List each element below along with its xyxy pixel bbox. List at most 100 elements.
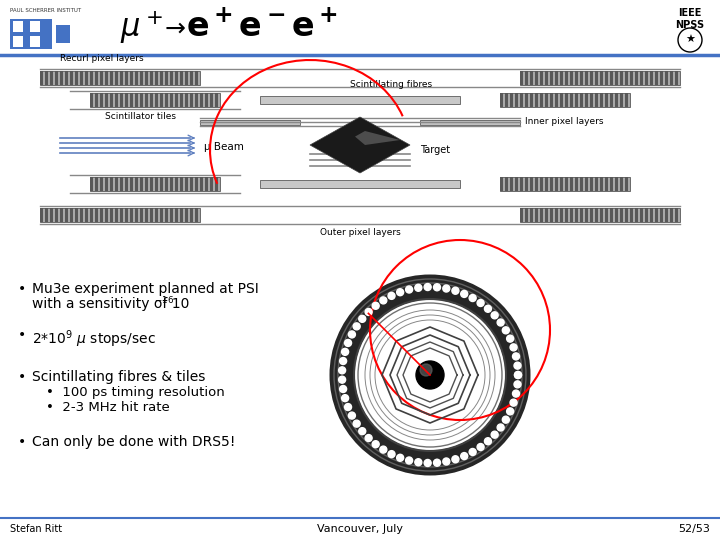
Bar bbox=[110, 93, 112, 107]
Bar bbox=[60, 208, 63, 222]
Bar bbox=[10, 19, 52, 49]
Bar bbox=[160, 71, 163, 85]
Bar bbox=[140, 93, 143, 107]
Bar bbox=[95, 93, 97, 107]
Bar bbox=[70, 71, 73, 85]
Bar bbox=[570, 177, 572, 191]
Bar bbox=[13, 32, 40, 36]
Text: •  2-3 MHz hit rate: • 2-3 MHz hit rate bbox=[46, 401, 170, 414]
Circle shape bbox=[477, 443, 484, 450]
Bar bbox=[155, 208, 158, 222]
Bar bbox=[550, 177, 552, 191]
Bar bbox=[635, 208, 637, 222]
Bar bbox=[40, 208, 200, 222]
Bar bbox=[585, 177, 588, 191]
Bar bbox=[205, 93, 207, 107]
Bar bbox=[215, 93, 217, 107]
Bar bbox=[545, 71, 547, 85]
Bar bbox=[595, 71, 598, 85]
Bar bbox=[150, 177, 153, 191]
Bar bbox=[540, 177, 542, 191]
Bar bbox=[575, 177, 577, 191]
Text: IEEE: IEEE bbox=[678, 8, 702, 18]
Circle shape bbox=[507, 408, 513, 415]
Text: 2*10$^{9}$ $\mu$ stops/sec: 2*10$^{9}$ $\mu$ stops/sec bbox=[32, 328, 156, 349]
Bar bbox=[145, 93, 148, 107]
Circle shape bbox=[433, 284, 441, 291]
Circle shape bbox=[485, 438, 492, 445]
Circle shape bbox=[507, 335, 513, 342]
Bar bbox=[150, 208, 153, 222]
Bar bbox=[590, 93, 593, 107]
Bar bbox=[40, 71, 42, 85]
Bar bbox=[555, 208, 557, 222]
Bar bbox=[0, 518, 720, 540]
Text: $\mu^+$: $\mu^+$ bbox=[120, 9, 163, 45]
Text: Inner pixel layers: Inner pixel layers bbox=[525, 118, 603, 126]
Bar bbox=[65, 208, 68, 222]
Bar bbox=[655, 208, 657, 222]
Circle shape bbox=[424, 460, 431, 467]
Bar bbox=[565, 93, 567, 107]
Bar bbox=[520, 71, 523, 85]
Bar bbox=[580, 208, 582, 222]
Circle shape bbox=[515, 372, 521, 379]
Text: $\rightarrow$: $\rightarrow$ bbox=[160, 16, 186, 39]
Bar bbox=[590, 208, 593, 222]
Text: Recurl pixel layers: Recurl pixel layers bbox=[60, 54, 143, 63]
Circle shape bbox=[497, 319, 504, 326]
Bar bbox=[520, 177, 523, 191]
Circle shape bbox=[503, 416, 509, 423]
Bar bbox=[195, 93, 197, 107]
Circle shape bbox=[461, 291, 468, 298]
Bar bbox=[180, 93, 182, 107]
Bar bbox=[100, 71, 102, 85]
Bar bbox=[175, 177, 178, 191]
Bar bbox=[505, 93, 508, 107]
Bar bbox=[13, 21, 23, 47]
Bar bbox=[545, 208, 547, 222]
Circle shape bbox=[469, 449, 476, 455]
Text: •: • bbox=[18, 328, 26, 342]
Text: Mu3e experiment planned at PSI: Mu3e experiment planned at PSI bbox=[32, 282, 258, 296]
Bar bbox=[105, 93, 107, 107]
Bar bbox=[120, 93, 122, 107]
Bar bbox=[655, 71, 657, 85]
Circle shape bbox=[359, 428, 366, 435]
Circle shape bbox=[514, 362, 521, 369]
Bar bbox=[190, 208, 192, 222]
Bar bbox=[610, 93, 613, 107]
Bar bbox=[550, 208, 552, 222]
Bar bbox=[190, 71, 192, 85]
Bar bbox=[530, 93, 533, 107]
Circle shape bbox=[372, 302, 379, 309]
Circle shape bbox=[338, 367, 346, 374]
Bar bbox=[215, 177, 217, 191]
Bar bbox=[170, 208, 173, 222]
Circle shape bbox=[354, 420, 360, 427]
Bar bbox=[110, 177, 112, 191]
Circle shape bbox=[415, 284, 422, 291]
Bar bbox=[180, 177, 182, 191]
Bar bbox=[545, 177, 547, 191]
Bar bbox=[155, 71, 158, 85]
Bar bbox=[520, 208, 523, 222]
Text: Target: Target bbox=[420, 145, 450, 155]
Text: NPSS: NPSS bbox=[675, 20, 705, 30]
Bar bbox=[610, 208, 613, 222]
Circle shape bbox=[420, 364, 432, 376]
Bar bbox=[95, 71, 97, 85]
Circle shape bbox=[416, 361, 444, 389]
Bar bbox=[115, 177, 117, 191]
Circle shape bbox=[405, 457, 413, 464]
Text: ★: ★ bbox=[685, 35, 695, 45]
Circle shape bbox=[514, 381, 521, 388]
Bar bbox=[515, 177, 518, 191]
Bar bbox=[45, 71, 48, 85]
Bar bbox=[160, 177, 163, 191]
Text: Vancouver, July: Vancouver, July bbox=[317, 524, 403, 534]
Bar bbox=[125, 93, 127, 107]
Text: •: • bbox=[18, 282, 26, 296]
Bar bbox=[605, 208, 608, 222]
Bar bbox=[570, 93, 572, 107]
